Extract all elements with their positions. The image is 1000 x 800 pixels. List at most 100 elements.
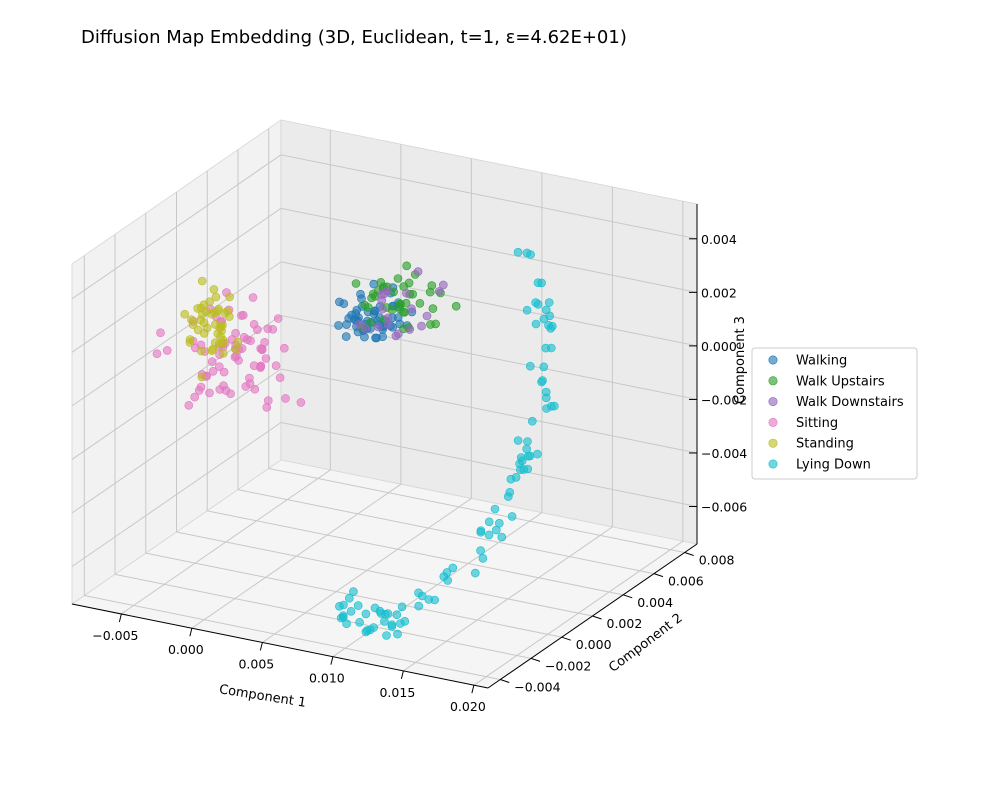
scatter-point	[399, 307, 408, 317]
scatter-point	[231, 344, 241, 354]
z-gridline-back	[280, 207, 698, 293]
scatter-point	[205, 388, 214, 398]
axes-panes	[70, 119, 699, 689]
scatter-point	[184, 400, 194, 410]
scatter-point	[378, 304, 387, 314]
scatter-point	[273, 314, 283, 323]
y-tick-mark	[561, 636, 571, 641]
scatter-point	[279, 343, 289, 353]
scatter-point	[442, 568, 452, 577]
scatter-point	[248, 293, 258, 302]
z-axis-label: Component 3	[733, 316, 748, 404]
z-gridline-back	[280, 154, 698, 240]
scatter-point	[382, 631, 391, 640]
scatter-point	[239, 310, 248, 320]
y-axis-line	[487, 543, 698, 689]
scatter-point	[275, 373, 285, 383]
scatter-point	[232, 351, 241, 361]
z-gridline-left	[71, 154, 282, 300]
scatter-point	[522, 305, 532, 315]
scatter-point	[353, 601, 363, 610]
scatter-point	[422, 311, 432, 321]
scatter-point	[490, 504, 500, 514]
scatter-point	[503, 492, 513, 501]
z-gridline-left	[71, 422, 282, 567]
scatter-point	[522, 444, 532, 454]
x-tick-label: 0.020	[450, 699, 486, 714]
scatter-point	[402, 261, 412, 271]
scatter-point	[506, 474, 516, 484]
scatter-point	[371, 333, 380, 343]
scatter-point	[380, 617, 389, 626]
scatter-point	[430, 595, 440, 605]
z-gridline-back	[280, 314, 698, 400]
x-tick-mark	[471, 685, 475, 694]
legend-entry-label: Walk Downstairs	[796, 395, 904, 410]
z-tick-label: −0.004	[701, 446, 747, 461]
scatter-point	[413, 267, 423, 276]
scatter-point	[531, 319, 541, 329]
scatter-point	[538, 376, 547, 385]
scatter-point	[261, 354, 271, 363]
y-tick-mark	[530, 657, 541, 662]
scatter-point	[539, 362, 549, 372]
z-tick-label: −0.006	[701, 500, 747, 515]
scatter-point	[363, 303, 373, 312]
scatter-point	[523, 464, 533, 474]
z-gridline-left	[71, 261, 282, 407]
scatter-point	[401, 298, 411, 308]
z-tick-label: 0.000	[701, 339, 737, 354]
scatter-point	[263, 324, 273, 334]
y-tick-label: 0.008	[699, 552, 735, 567]
scatter-point	[370, 306, 379, 316]
scatter-point	[346, 606, 356, 616]
scatter-point	[219, 367, 229, 377]
scatter-point	[196, 382, 206, 392]
scatter-point	[190, 392, 199, 402]
scatter-point	[527, 416, 537, 426]
scatter-point	[180, 309, 189, 319]
scatter-point	[349, 587, 358, 596]
x-tick-label: 0.010	[309, 671, 345, 686]
scatter-point	[524, 451, 533, 461]
scatter-point	[342, 619, 351, 629]
scatter-point	[215, 362, 224, 372]
scatter-point	[256, 361, 266, 371]
legend: Walking Walk Upstairs Walk Downstairs Sitti…	[751, 347, 918, 480]
legend-entry-label: Sitting	[796, 416, 838, 431]
scatter-point	[387, 305, 397, 315]
scatter-points	[152, 247, 559, 640]
z-gridline-left	[71, 368, 282, 514]
scatter-point	[404, 278, 414, 288]
scatter-point	[393, 313, 403, 322]
scatter-point	[156, 328, 165, 338]
x-tick-mark	[118, 613, 122, 623]
scatter-point	[207, 357, 217, 367]
scatter-point	[541, 343, 551, 353]
y-tick-mark	[623, 594, 633, 599]
scatter-point	[241, 382, 251, 391]
legend-entry-label: Standing	[796, 437, 854, 452]
y-tick-label: 0.004	[637, 595, 673, 610]
y-gridline-floor	[268, 467, 685, 553]
y-tick-label: 0.000	[576, 637, 612, 652]
x-tick-mark	[259, 642, 263, 651]
scatter-point	[233, 337, 243, 347]
y-gridline-floor	[237, 489, 655, 575]
scatter-point	[405, 325, 415, 334]
scatter-point	[539, 314, 549, 324]
y-gridline-floor	[176, 531, 593, 617]
x-axis-line	[71, 603, 489, 689]
legend-marker	[768, 459, 778, 469]
scatter-point	[351, 279, 361, 288]
scatter-point	[383, 313, 393, 323]
scatter-point	[243, 335, 252, 344]
scatter-point	[361, 609, 371, 619]
scatter-point	[549, 401, 559, 411]
y-tick-mark	[684, 551, 694, 556]
scatter-point	[491, 525, 501, 535]
scatter-point	[476, 527, 486, 537]
scatter-point	[381, 609, 390, 619]
y-tick-label: 0.006	[668, 574, 704, 589]
y-tick-label: 0.002	[607, 616, 643, 631]
